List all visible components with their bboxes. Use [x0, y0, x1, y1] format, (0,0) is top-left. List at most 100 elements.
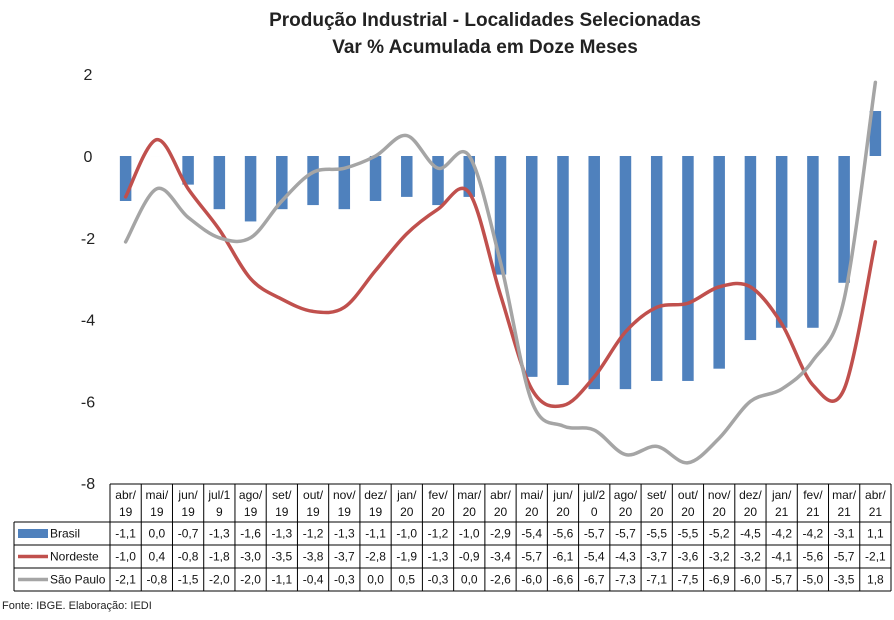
data-label-brasil: -1,3 — [271, 527, 292, 541]
data-label-nordeste: -6,1 — [553, 550, 574, 564]
data-label-nordeste: -3,2 — [740, 550, 761, 564]
bar-brasil — [838, 156, 850, 283]
bar-brasil — [682, 156, 694, 381]
data-label-nordeste: -3,7 — [334, 550, 355, 564]
data-label-nordeste: -3,8 — [303, 550, 324, 564]
data-label-nordeste: -5,6 — [803, 550, 824, 564]
data-label-brasil: -5,6 — [553, 527, 574, 541]
legend-label-brasil: Brasil — [50, 527, 80, 541]
bar-brasil — [526, 156, 538, 377]
category-label: 21 — [806, 505, 820, 519]
category-label: 19 — [338, 505, 352, 519]
data-label-nordeste: -1,9 — [396, 550, 417, 564]
category-label: jan/ — [396, 488, 417, 502]
data-label-s-o-paulo: -5,7 — [771, 573, 792, 587]
category-label: 20 — [463, 505, 477, 519]
bar-brasil — [776, 156, 788, 328]
category-label: 20 — [556, 505, 570, 519]
category-label: 19 — [369, 505, 383, 519]
data-label-brasil: -0,7 — [178, 527, 199, 541]
data-label-brasil: -1,1 — [365, 527, 386, 541]
data-label-nordeste: -4,3 — [615, 550, 636, 564]
legend-swatch-brasil — [18, 529, 48, 538]
category-label: ago/ — [614, 488, 638, 502]
data-label-nordeste: -3,5 — [271, 550, 292, 564]
data-label-s-o-paulo: -0,3 — [334, 573, 355, 587]
category-label: ago/ — [239, 488, 263, 502]
category-label: out/ — [303, 488, 324, 502]
data-label-brasil: -4,5 — [740, 527, 761, 541]
category-label: 0 — [591, 505, 598, 519]
y-tick-label: -6 — [81, 394, 95, 411]
category-label: mai/ — [146, 488, 169, 502]
category-label: mar/ — [457, 488, 482, 502]
chart-title: Produção Industrial - Localidades Seleci… — [269, 10, 701, 31]
y-tick-label: -2 — [81, 231, 95, 248]
category-label: jul/1 — [207, 488, 230, 502]
data-label-s-o-paulo: -3,5 — [834, 573, 855, 587]
bar-brasil — [370, 156, 382, 201]
data-label-nordeste: -5,7 — [521, 550, 542, 564]
data-label-s-o-paulo: -6,0 — [740, 573, 761, 587]
data-label-s-o-paulo: -2,0 — [240, 573, 261, 587]
data-label-s-o-paulo: -0,3 — [428, 573, 449, 587]
category-label: 20 — [525, 505, 539, 519]
category-label: 19 — [244, 505, 258, 519]
data-label-brasil: -5,5 — [646, 527, 667, 541]
legend-label-s-o-paulo: São Paulo — [50, 573, 106, 587]
category-label: mai/ — [520, 488, 543, 502]
category-label: 20 — [494, 505, 508, 519]
data-label-brasil: -5,7 — [584, 527, 605, 541]
category-label: 19 — [150, 505, 164, 519]
category-label: abr/ — [865, 488, 886, 502]
category-label: 20 — [431, 505, 445, 519]
brasil-bars — [120, 111, 881, 389]
data-label-s-o-paulo: -6,6 — [553, 573, 574, 587]
data-label-nordeste: -2,1 — [865, 550, 886, 564]
category-label: fev/ — [803, 488, 823, 502]
y-tick-label: -4 — [81, 313, 95, 330]
category-label: 21 — [869, 505, 883, 519]
chart-subtitle: Var % Acumulada em Doze Meses — [332, 37, 638, 58]
category-label: 20 — [650, 505, 664, 519]
data-label-nordeste: -4,1 — [771, 550, 792, 564]
category-label: 20 — [744, 505, 758, 519]
category-label: jan/ — [771, 488, 792, 502]
y-tick-label: 2 — [84, 67, 93, 84]
bar-brasil — [807, 156, 819, 328]
data-label-brasil: -5,7 — [615, 527, 636, 541]
data-label-s-o-paulo: -2,0 — [209, 573, 230, 587]
bar-brasil — [620, 156, 632, 389]
category-label: set/ — [647, 488, 667, 502]
data-label-nordeste: -2,8 — [365, 550, 386, 564]
data-label-brasil: -1,6 — [240, 527, 261, 541]
category-label: nov/ — [708, 488, 731, 502]
bar-brasil — [651, 156, 663, 381]
data-label-nordeste: -3,0 — [240, 550, 261, 564]
data-label-s-o-paulo: -0,8 — [147, 573, 168, 587]
bar-brasil — [588, 156, 600, 389]
data-label-nordeste: -1,8 — [209, 550, 230, 564]
category-label: 21 — [837, 505, 851, 519]
data-label-s-o-paulo: -5,0 — [803, 573, 824, 587]
category-label: set/ — [272, 488, 292, 502]
data-label-nordeste: -0,9 — [459, 550, 480, 564]
data-label-brasil: -4,2 — [771, 527, 792, 541]
data-label-s-o-paulo: -7,1 — [646, 573, 667, 587]
data-table: abr/19mai/19jun/19jul/19ago/19set/19out/… — [14, 484, 891, 591]
data-label-nordeste: -3,7 — [646, 550, 667, 564]
category-label: 19 — [306, 505, 320, 519]
data-label-nordeste: -3,4 — [490, 550, 511, 564]
y-axis-ticks: 20-2-4-6-8 — [81, 67, 95, 493]
category-label: mar/ — [832, 488, 857, 502]
y-tick-label: 0 — [84, 149, 93, 166]
category-label: 19 — [119, 505, 133, 519]
data-label-s-o-paulo: 0,5 — [398, 573, 415, 587]
category-label: abr/ — [490, 488, 511, 502]
category-label: 9 — [216, 505, 223, 519]
data-label-nordeste: 0,4 — [149, 550, 166, 564]
category-label: dez/ — [364, 488, 387, 502]
data-label-brasil: -5,2 — [709, 527, 730, 541]
category-label: jul/2 — [582, 488, 605, 502]
